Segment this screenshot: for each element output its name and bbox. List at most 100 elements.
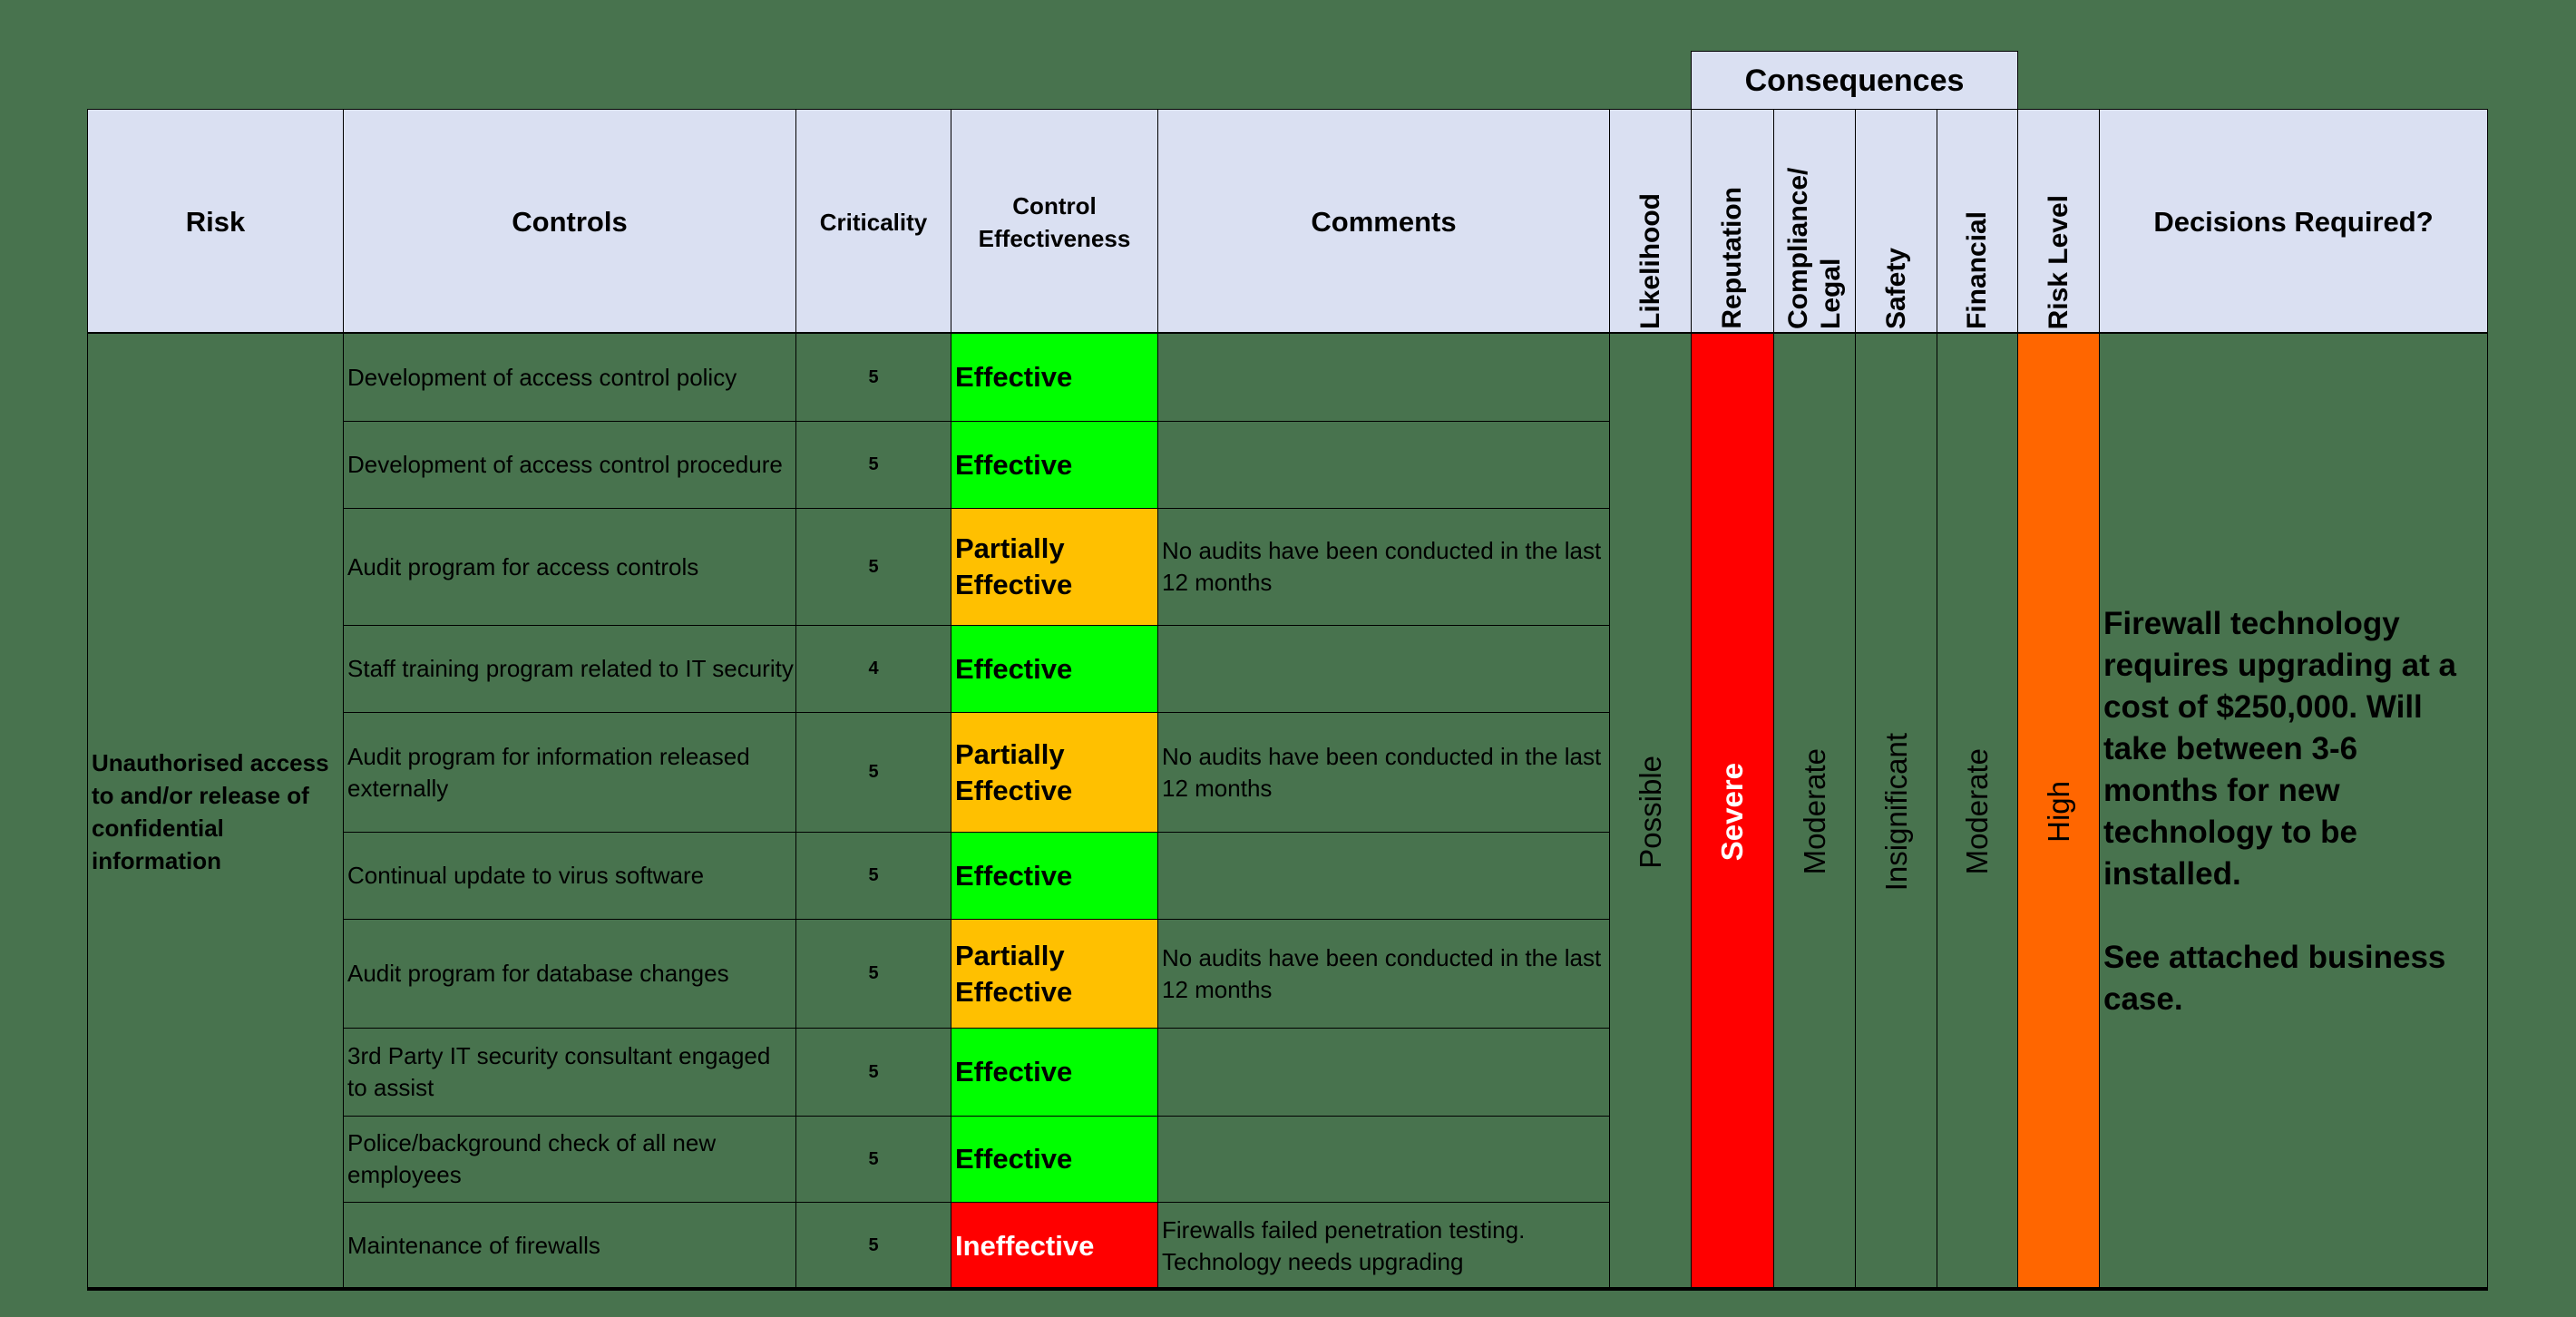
consequences-group-header: Consequences — [1691, 51, 2018, 111]
comment: No audits have been conducted in the las… — [1157, 712, 1610, 833]
header-risk-label: Risk — [185, 206, 246, 238]
header-risk-level-label: Risk Level — [2043, 194, 2073, 329]
control-name: Development of access control policy — [343, 334, 796, 422]
criticality-value-text: 5 — [868, 454, 879, 474]
control-name: Audit program for access controls — [343, 508, 796, 626]
criticality-value: 5 — [795, 919, 951, 1029]
risk-level-cell: High — [2017, 334, 2100, 1291]
effectiveness-badge-text: Effective — [955, 361, 1073, 393]
effectiveness-badge-text: Partially Effective — [955, 737, 1073, 806]
risk-level-value: High — [2041, 781, 2075, 843]
header-decisions-required-label: Decisions Required? — [2153, 206, 2434, 238]
control-name-text: Audit program for information released e… — [347, 742, 750, 802]
criticality-value: 4 — [795, 625, 951, 713]
control-name-text: Audit program for database changes — [347, 960, 729, 987]
table-bottom-border — [87, 1287, 2488, 1291]
criticality-value-text: 5 — [868, 366, 879, 387]
compliance-legal-value: Moderate — [1797, 748, 1831, 875]
effectiveness-badge: Effective — [951, 625, 1158, 713]
criticality-value-text: 5 — [868, 762, 879, 782]
criticality-value-text: 5 — [868, 556, 879, 577]
risk-description-cell: Unauthorised access to and/or release of… — [87, 334, 344, 1291]
effectiveness-badge-text: Effective — [955, 448, 1073, 481]
header-controls: Controls — [343, 109, 796, 336]
reputation-cell: Severe — [1691, 334, 1774, 1291]
effectiveness-badge: Partially Effective — [951, 919, 1158, 1029]
header-reputation-label: Reputation — [1717, 187, 1747, 329]
effectiveness-badge-text: Effective — [955, 859, 1073, 892]
header-criticality: Criticality — [795, 109, 951, 336]
effectiveness-badge: Effective — [951, 832, 1158, 920]
decision-cell: Firewall technology requires upgrading a… — [2099, 334, 2488, 1291]
compliance-legal-cell: Moderate — [1773, 334, 1856, 1291]
control-name-text: Development of access control procedure — [347, 451, 783, 478]
criticality-value-text: 5 — [868, 1148, 879, 1169]
control-name-text: Police/background check of all new emplo… — [347, 1129, 717, 1188]
control-name-text: Maintenance of firewalls — [347, 1232, 600, 1259]
header-decisions-required: Decisions Required? — [2099, 109, 2488, 336]
header-compliance-legal: Compliance/ Legal — [1773, 109, 1856, 336]
safety-cell: Insignificant — [1855, 334, 1937, 1291]
comment: No audits have been conducted in the las… — [1157, 508, 1610, 626]
control-name: Staff training program related to IT sec… — [343, 625, 796, 713]
criticality-value: 5 — [795, 1202, 951, 1290]
comment — [1157, 1116, 1610, 1203]
criticality-value-text: 5 — [868, 1235, 879, 1255]
criticality-value-text: 5 — [868, 1061, 879, 1082]
effectiveness-badge-text: Ineffective — [955, 1229, 1095, 1262]
control-name: Audit program for database changes — [343, 919, 796, 1029]
decision-text: Firewall technology requires upgrading a… — [2103, 606, 2456, 1017]
control-name-text: Audit program for access controls — [347, 552, 699, 580]
header-control-effectiveness: Control Effectiveness — [951, 109, 1158, 336]
criticality-value: 5 — [795, 508, 951, 626]
criticality-value-text: 5 — [868, 963, 879, 983]
effectiveness-badge: Effective — [951, 421, 1158, 509]
control-name: Police/background check of all new emplo… — [343, 1116, 796, 1203]
header-risk-level: Risk Level — [2017, 109, 2100, 336]
header-reputation: Reputation — [1691, 109, 1774, 336]
header-likelihood: Likelihood — [1609, 109, 1692, 336]
comment-text: No audits have been conducted in the las… — [1162, 943, 1602, 1003]
header-comments-label: Comments — [1311, 206, 1457, 238]
risk-description: Unauthorised access to and/or release of… — [92, 749, 329, 874]
comment-text: No audits have been conducted in the las… — [1162, 742, 1602, 802]
header-likelihood-label: Likelihood — [1634, 193, 1665, 329]
likelihood-value: Possible — [1633, 755, 1667, 869]
control-name: Maintenance of firewalls — [343, 1202, 796, 1290]
effectiveness-badge: Partially Effective — [951, 712, 1158, 833]
effectiveness-badge: Partially Effective — [951, 508, 1158, 626]
header-criticality-label: Criticality — [819, 209, 928, 236]
criticality-value: 5 — [795, 334, 951, 422]
comment — [1157, 421, 1610, 509]
control-name: Continual update to virus software — [343, 832, 796, 920]
effectiveness-badge-text: Effective — [955, 652, 1073, 685]
comment: Firewalls failed penetration testing. Te… — [1157, 1202, 1610, 1290]
criticality-value: 5 — [795, 421, 951, 509]
effectiveness-badge-text: Effective — [955, 1143, 1073, 1175]
header-risk: Risk — [87, 109, 344, 336]
comment — [1157, 625, 1610, 713]
comment-text: Firewalls failed penetration testing. Te… — [1162, 1215, 1526, 1275]
control-name: Audit program for information released e… — [343, 712, 796, 833]
comment — [1157, 832, 1610, 920]
financial-cell: Moderate — [1937, 334, 2018, 1291]
control-name-text: Development of access control policy — [347, 363, 737, 391]
control-name: Development of access control procedure — [343, 421, 796, 509]
criticality-value-text: 4 — [868, 658, 879, 678]
effectiveness-badge-text: Effective — [955, 1056, 1073, 1088]
header-financial-label: Financial — [1962, 210, 1992, 329]
criticality-value: 5 — [795, 1116, 951, 1203]
comment — [1157, 334, 1610, 422]
header-controls-label: Controls — [512, 206, 628, 238]
effectiveness-badge: Ineffective — [951, 1202, 1158, 1290]
reputation-value: Severe — [1715, 762, 1749, 862]
control-name-text: Continual update to virus software — [347, 862, 705, 889]
effectiveness-badge: Effective — [951, 1116, 1158, 1203]
effectiveness-badge-text: Partially Effective — [955, 532, 1073, 600]
criticality-value: 5 — [795, 1028, 951, 1117]
effectiveness-badge: Effective — [951, 1028, 1158, 1117]
comment — [1157, 1028, 1610, 1117]
effectiveness-badge-text: Partially Effective — [955, 939, 1073, 1008]
header-financial: Financial — [1937, 109, 2018, 336]
control-name-text: Staff training program related to IT sec… — [347, 655, 794, 682]
